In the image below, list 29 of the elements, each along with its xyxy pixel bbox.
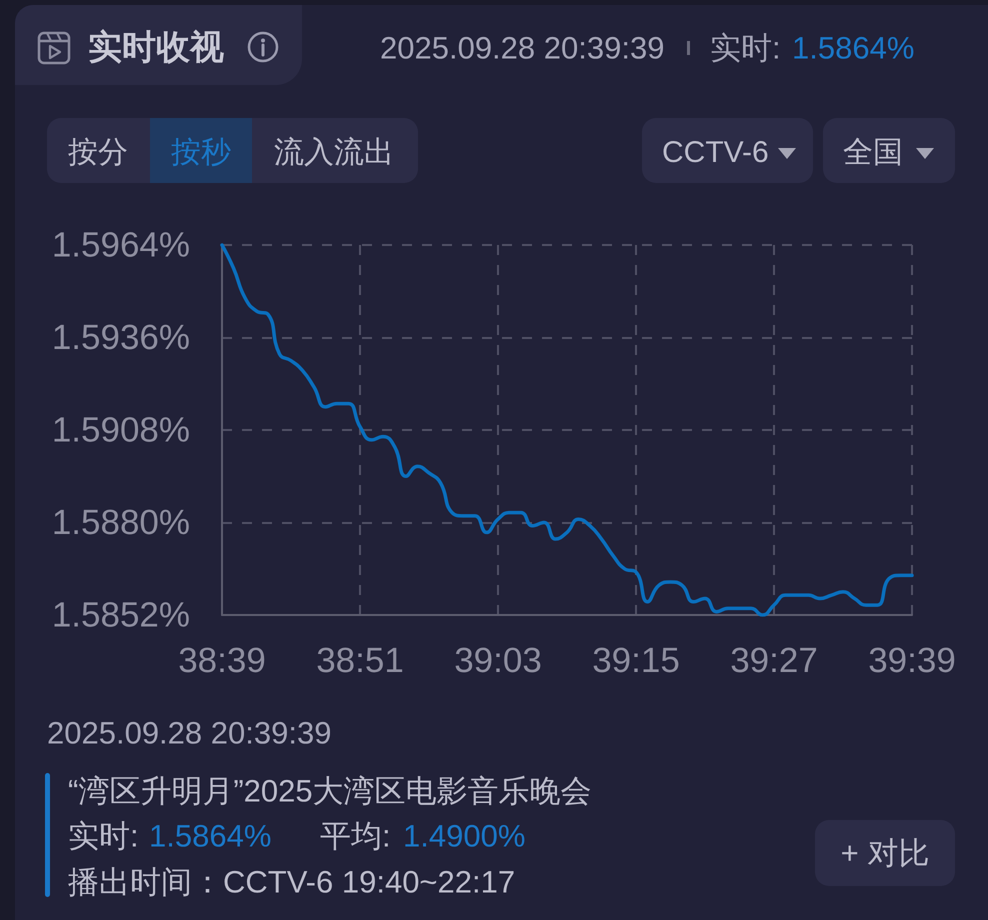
text: 1.5864% [792,29,914,67]
y-tick-label: 1.5964% [52,226,190,264]
text: 2025.09.28 20:39:39 [47,714,332,752]
line-series [220,243,914,617]
y-tick-label: 1.5936% [52,318,190,357]
text: 平均: [320,817,391,855]
x-tick-label: 39:15 [592,641,680,680]
x-tick-label: 39:39 [868,641,956,680]
text: 1.4900% [403,817,526,855]
text: CCTV-6 [662,135,769,171]
x-tick-label: 39:03 [454,641,542,680]
text: 按秒 [171,135,231,171]
text: + 对比 [840,834,930,872]
text: 2025.09.28 20:39:39 [380,29,664,67]
text: 流入流出 [274,135,394,171]
chart-title: 实时收视 [88,28,224,68]
y-tick-label: 1.5908% [52,410,190,450]
text: 播出时间：CCTV-6 19:40~22:17 [68,863,516,901]
text: “湾区升明月”2025大湾区电影音乐晚会 [68,772,592,810]
text: 按分 [68,135,128,171]
x-tick-label: 38:39 [178,641,266,680]
y-tick-label: 1.5880% [52,503,190,542]
text: 实时: [68,817,139,855]
text: 实时: [710,29,781,67]
x-tick-label: 39:27 [730,641,818,680]
y-tick-label: 1.5852% [52,596,190,634]
text: 全国 [843,135,903,171]
x-tick-label: 38:51 [316,641,404,680]
text: 1.5864% [149,817,272,855]
